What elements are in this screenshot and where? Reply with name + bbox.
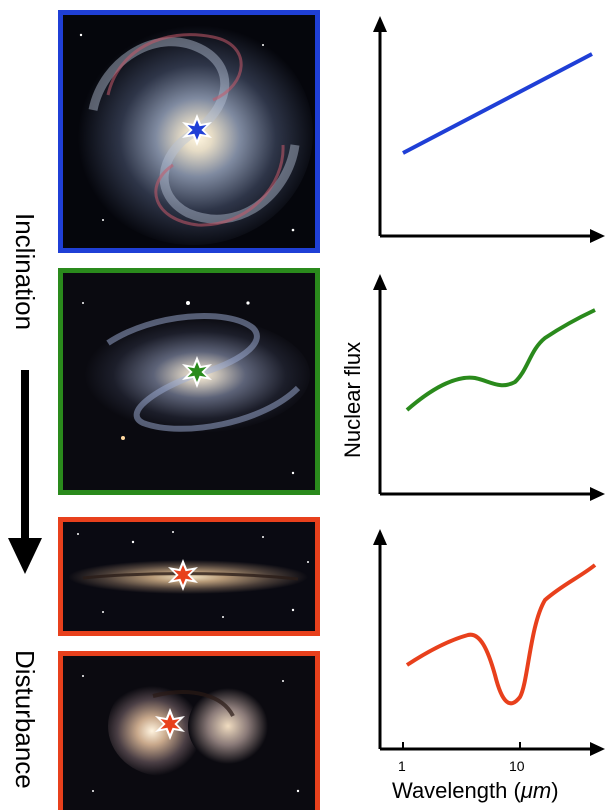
x-axis-arrow-icon [590, 742, 605, 756]
nucleus-star-icon-red-1 [168, 559, 198, 591]
flux-curve-red [405, 563, 597, 706]
flux-plot-blue [373, 16, 605, 243]
nucleus-star-icon-green [182, 356, 212, 388]
x-axis-title-prefix: Wavelength ( [392, 778, 521, 803]
down-arrow-icon [8, 370, 42, 574]
inclination-label: Inclination [10, 213, 40, 331]
x-axis-title-suffix: ) [551, 778, 559, 803]
x-axis-title: Wavelength (μm) [392, 778, 559, 804]
galaxy-image-merger [58, 651, 320, 810]
flux-curve-blue [402, 52, 593, 155]
flux-plot-red [373, 529, 605, 756]
flux-curve-green [405, 308, 596, 412]
x-tick-label-10: 10 [509, 758, 525, 774]
flux-plot-green [373, 274, 605, 501]
x-axis-arrow-icon [590, 487, 605, 501]
x-axis-title-unit: μm [520, 778, 552, 803]
disturbance-label: Disturbance [10, 650, 40, 789]
y-axis-title: Nuclear flux [340, 341, 365, 458]
y-axis-arrow-icon [373, 274, 387, 290]
y-axis [378, 24, 598, 238]
x-axis-arrow-icon [590, 229, 605, 243]
y-axis-arrow-icon [373, 529, 387, 545]
nucleus-star-icon-red-2 [155, 708, 185, 740]
x-tick-label-1: 1 [398, 758, 406, 774]
y-axis-arrow-icon [373, 16, 387, 32]
nucleus-star-icon-blue [182, 114, 212, 146]
